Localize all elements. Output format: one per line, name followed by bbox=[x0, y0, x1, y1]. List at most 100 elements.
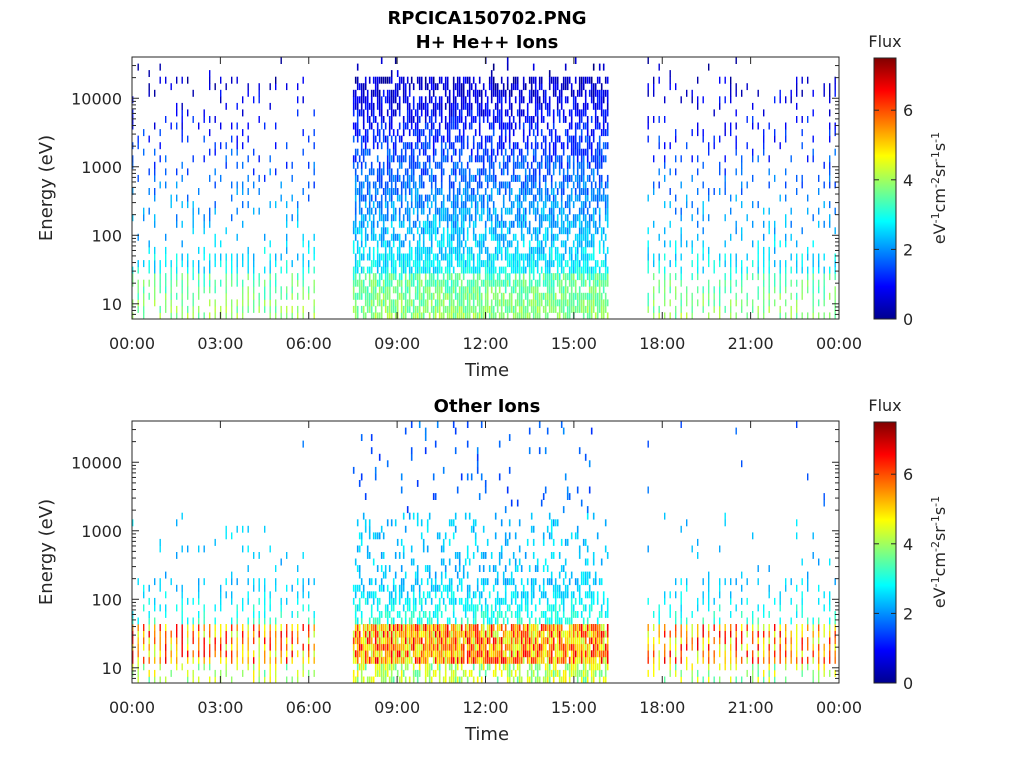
heatmap-cell bbox=[484, 168, 487, 176]
heatmap-cell bbox=[302, 312, 304, 320]
heatmap-cell bbox=[582, 102, 585, 110]
heatmap-cell bbox=[424, 676, 427, 684]
heatmap-cell bbox=[680, 181, 682, 189]
heatmap-cell bbox=[242, 637, 244, 645]
heatmap-cell bbox=[552, 201, 555, 209]
heatmap-cell bbox=[400, 240, 403, 248]
heatmap-cell bbox=[454, 227, 457, 235]
heatmap-cell bbox=[796, 279, 798, 287]
heatmap-cell bbox=[382, 266, 385, 274]
heatmap-cell bbox=[528, 201, 531, 209]
heatmap-cell bbox=[544, 233, 547, 241]
heatmap-cell bbox=[580, 273, 583, 281]
heatmap-cell bbox=[308, 181, 310, 189]
heatmap-cell bbox=[176, 194, 178, 202]
heatmap-cell bbox=[159, 630, 161, 638]
heatmap-cell bbox=[566, 273, 569, 281]
heatmap-cell bbox=[528, 122, 531, 130]
heatmap-cell bbox=[713, 188, 715, 195]
heatmap-cell bbox=[428, 96, 431, 104]
heatmap-cell bbox=[426, 545, 429, 553]
heatmap-cell bbox=[412, 669, 415, 677]
heatmap-cell bbox=[532, 201, 535, 209]
heatmap-cell bbox=[602, 279, 605, 287]
heatmap-cell bbox=[370, 227, 373, 235]
heatmap-cell bbox=[488, 122, 491, 130]
heatmap-cell bbox=[572, 142, 575, 150]
heatmap-cell bbox=[308, 246, 310, 254]
x-tick-label: 09:00 bbox=[374, 334, 420, 353]
heatmap-cell bbox=[680, 266, 682, 274]
heatmap-cell bbox=[422, 591, 425, 599]
heatmap-cell bbox=[269, 240, 271, 248]
heatmap-cell bbox=[474, 116, 477, 123]
heatmap-cell bbox=[434, 591, 437, 599]
heatmap-cell bbox=[231, 650, 233, 658]
heatmap-cell bbox=[378, 168, 381, 176]
heatmap-cell bbox=[448, 286, 451, 294]
heatmap-cell bbox=[356, 102, 359, 110]
heatmap-cell bbox=[686, 240, 688, 248]
heatmap-cell bbox=[544, 266, 547, 274]
heatmap-cell bbox=[574, 96, 577, 104]
heatmap-cell bbox=[590, 129, 593, 137]
heatmap-cell bbox=[542, 233, 545, 241]
heatmap-cell bbox=[225, 266, 227, 274]
heatmap-cell bbox=[807, 76, 809, 84]
heatmap-cell bbox=[410, 584, 413, 592]
heatmap-cell bbox=[225, 630, 227, 638]
heatmap-cell bbox=[414, 194, 417, 202]
heatmap-cell bbox=[137, 656, 139, 664]
heatmap-cell bbox=[512, 305, 515, 313]
heatmap-cell bbox=[746, 312, 748, 320]
heatmap-cell bbox=[394, 630, 397, 638]
heatmap-cell bbox=[675, 260, 677, 268]
heatmap-cell bbox=[812, 279, 814, 287]
heatmap-cell bbox=[524, 194, 527, 202]
heatmap-cell bbox=[568, 227, 571, 235]
heatmap-cell bbox=[490, 266, 493, 274]
heatmap-cell bbox=[466, 312, 469, 320]
heatmap-cell bbox=[719, 168, 721, 176]
heatmap-cell bbox=[426, 637, 429, 645]
heatmap-cell bbox=[785, 96, 787, 104]
heatmap-cell bbox=[554, 148, 557, 156]
heatmap-cell bbox=[198, 624, 200, 631]
heatmap-cell bbox=[137, 63, 139, 71]
heatmap-cell bbox=[426, 214, 429, 222]
heatmap-cell bbox=[730, 194, 732, 202]
heatmap-cell bbox=[536, 260, 539, 268]
heatmap-cell bbox=[823, 299, 825, 307]
heatmap-cell bbox=[474, 266, 477, 274]
heatmap-cell bbox=[386, 253, 389, 261]
heatmap-cell bbox=[746, 266, 748, 274]
heatmap-cell bbox=[412, 305, 415, 313]
heatmap-cell bbox=[790, 253, 792, 261]
heatmap-cell bbox=[526, 305, 529, 313]
heatmap-cell bbox=[360, 292, 363, 300]
heatmap-cell bbox=[564, 76, 567, 84]
heatmap-cell bbox=[428, 174, 431, 182]
heatmap-cell bbox=[402, 89, 405, 97]
heatmap-cell bbox=[390, 220, 393, 228]
heatmap-cell bbox=[528, 260, 531, 268]
heatmap-cell bbox=[534, 227, 537, 235]
heatmap-cell bbox=[818, 188, 820, 195]
heatmap-cell bbox=[434, 194, 437, 202]
heatmap-cell bbox=[558, 299, 561, 307]
heatmap-cell bbox=[410, 453, 413, 461]
heatmap-cell bbox=[402, 76, 405, 84]
heatmap-cell bbox=[446, 83, 449, 91]
heatmap-cell bbox=[247, 260, 249, 268]
heatmap-cell bbox=[378, 260, 381, 268]
heatmap-cell bbox=[452, 188, 455, 195]
heatmap-cell bbox=[834, 286, 836, 294]
heatmap-cell bbox=[450, 286, 453, 294]
heatmap-cell bbox=[534, 89, 537, 97]
heatmap-cell bbox=[812, 286, 814, 294]
heatmap-cell bbox=[386, 611, 389, 618]
heatmap-cell bbox=[286, 220, 288, 228]
heatmap-cell bbox=[362, 584, 365, 592]
heatmap-cell bbox=[404, 279, 407, 287]
heatmap-cell bbox=[220, 650, 222, 658]
